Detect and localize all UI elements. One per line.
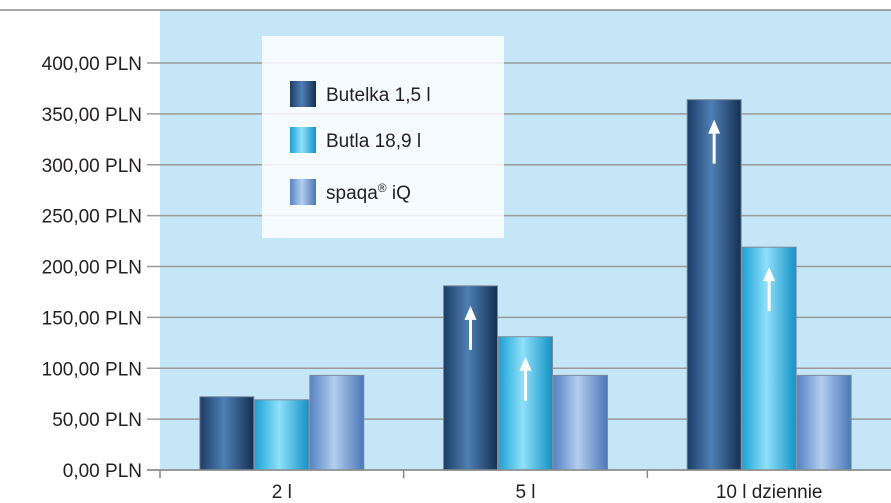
legend-label: spaqa® iQ: [326, 181, 411, 204]
y-tick-label: 150,00 PLN: [42, 308, 142, 329]
y-tick-label: 0,00 PLN: [63, 461, 142, 482]
y-tick-label: 400,00 PLN: [42, 54, 142, 75]
legend-swatch: [290, 127, 316, 153]
legend-label: Butelka 1,5 l: [326, 85, 431, 106]
x-tick-label: 10 l dziennie: [716, 482, 823, 503]
bar-2-1: [255, 400, 309, 470]
y-tick-label: 200,00 PLN: [42, 258, 142, 279]
y-tick-label: 300,00 PLN: [42, 156, 142, 177]
bar-3-2: [554, 375, 608, 470]
y-tick-label: 250,00 PLN: [42, 207, 142, 228]
x-tick-label: 5 l: [515, 482, 535, 503]
y-tick-label: 50,00 PLN: [52, 410, 142, 431]
legend-label: Butla 18,9 l: [326, 131, 421, 152]
legend-swatch: [290, 81, 316, 107]
y-tick-label: 100,00 PLN: [42, 359, 142, 380]
legend: Butelka 1,5 l Butla 18,9 l spaqa® iQ: [262, 36, 504, 238]
x-tick-label: 2 l: [272, 482, 292, 503]
bar-3-1: [310, 375, 364, 470]
bar-3-3: [797, 375, 851, 470]
legend-swatch: [290, 179, 316, 205]
bar-2-2: [499, 337, 553, 470]
bar-1-1: [200, 397, 254, 470]
y-tick-label: 350,00 PLN: [42, 105, 142, 126]
